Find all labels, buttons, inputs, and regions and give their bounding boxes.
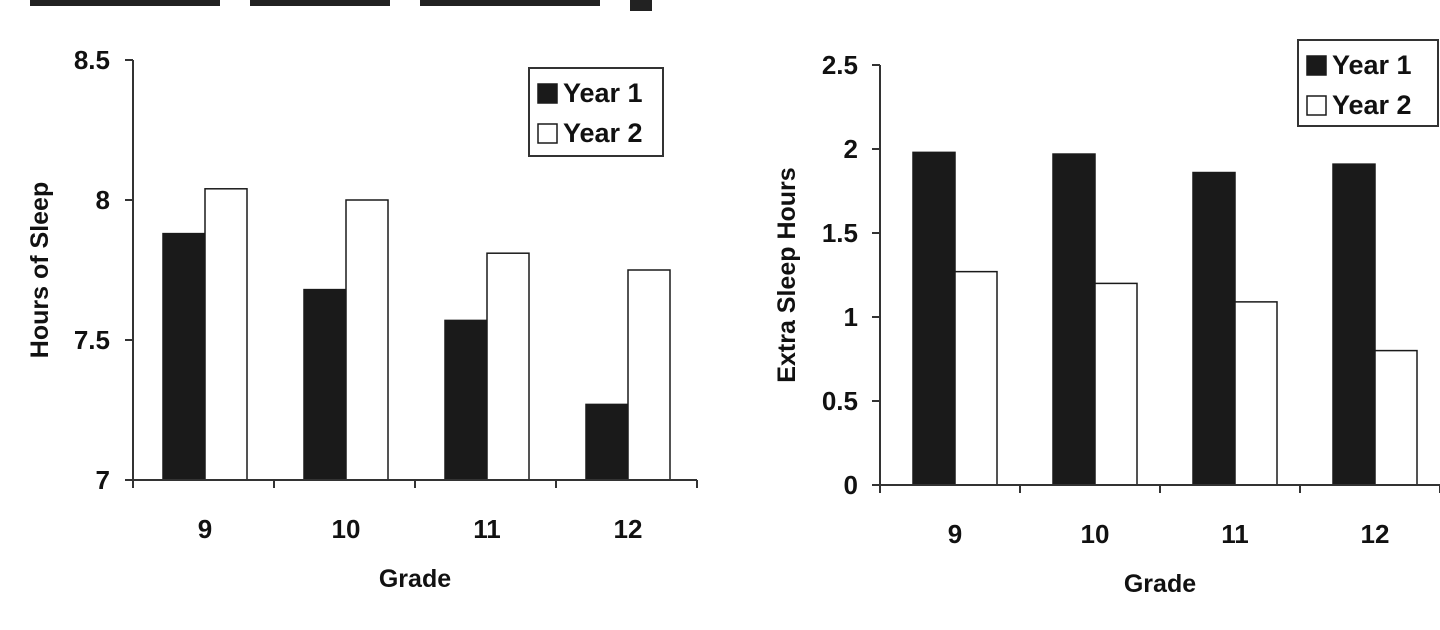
- bar-year-1-grade-12: [585, 403, 629, 481]
- bar-year-1-grade-10: [1052, 153, 1096, 486]
- bar-year-2-grade-12: [627, 269, 671, 481]
- bar-year-2-grade-10: [1094, 282, 1138, 486]
- y-axis-title: Extra Sleep Hours: [773, 167, 801, 382]
- legend-label: Year 1: [1332, 50, 1412, 80]
- x-tick-label: 11: [473, 514, 501, 544]
- legend-swatch: [1306, 95, 1327, 116]
- bar-year-1-grade-11: [1192, 171, 1236, 486]
- header-fragment-stroke-3: [420, 0, 600, 6]
- bar-year-2-grade-11: [486, 252, 530, 481]
- y-tick-label: 7.5: [74, 325, 110, 355]
- x-tick-label: 9: [198, 514, 212, 544]
- header-fragment-stroke-2: [250, 0, 390, 6]
- header-fragment: [30, 0, 652, 11]
- legend-label: Year 2: [1332, 90, 1412, 120]
- bar-year-1-grade-9: [912, 151, 956, 486]
- bar-year-2-grade-12: [1374, 349, 1418, 486]
- legend: Year 1 Year 2: [1297, 39, 1439, 127]
- y-tick-label: 8: [96, 185, 110, 215]
- legend: Year 1 Year 2: [528, 67, 664, 157]
- y-axis-title: Hours of Sleep: [26, 182, 54, 358]
- bar-year-1-grade-10: [303, 288, 347, 481]
- x-tick-label: 12: [1361, 519, 1390, 549]
- y-tick-label: 1: [844, 302, 858, 332]
- x-tick-label: 10: [1081, 519, 1110, 549]
- y-tick-label: 7: [96, 465, 110, 495]
- header-fragment-stroke-4: [630, 0, 652, 11]
- y-tick-label: 0.5: [822, 386, 858, 416]
- y-tick-label: 8.5: [74, 45, 110, 75]
- y-tick-label: 0: [844, 470, 858, 500]
- legend-label: Year 2: [563, 118, 643, 148]
- legend-swatch: [537, 123, 558, 144]
- header-fragment-stroke-1: [30, 0, 220, 6]
- x-tick-label: 12: [614, 514, 643, 544]
- x-tick-label: 10: [332, 514, 361, 544]
- y-tick-label: 1.5: [822, 218, 858, 248]
- bar-year-2-grade-9: [204, 188, 248, 481]
- legend-swatch: [1306, 55, 1327, 76]
- bar-year-1-grade-11: [444, 319, 488, 481]
- bar-year-1-grade-9: [162, 232, 206, 481]
- y-tick-label: 2.5: [822, 50, 858, 80]
- legend-label: Year 1: [563, 78, 643, 108]
- x-axis-title: Grade: [379, 565, 451, 593]
- bar-year-2-grade-9: [954, 270, 998, 486]
- extra-sleep-hours-chart: 0 0.5 1 1.5 2 2.5 9 10 11 12 Grade Extra Sleep Hour…: [773, 39, 1440, 598]
- bar-year-1-grade-12: [1332, 163, 1376, 486]
- legend-swatch: [537, 83, 558, 104]
- hours-of-sleep-chart: 7 7.5 8 8.5 9 10 11 12 Grade Hours of Sleep Year 1…: [26, 45, 698, 593]
- bar-year-2-grade-11: [1234, 301, 1278, 486]
- x-tick-label: 11: [1221, 519, 1249, 549]
- y-tick-label: 2: [844, 134, 858, 164]
- bar-year-2-grade-10: [345, 199, 389, 481]
- x-tick-label: 9: [948, 519, 962, 549]
- x-axis-title: Grade: [1124, 570, 1196, 598]
